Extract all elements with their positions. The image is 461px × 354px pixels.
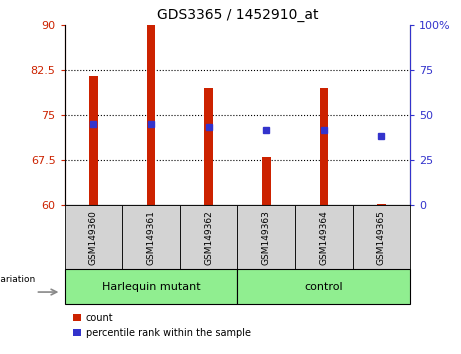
Text: GSM149360: GSM149360 xyxy=(89,210,98,265)
Text: control: control xyxy=(305,282,343,292)
Bar xyxy=(65,269,237,304)
Legend: count, percentile rank within the sample: count, percentile rank within the sample xyxy=(70,309,255,342)
Text: GSM149361: GSM149361 xyxy=(147,210,155,265)
Bar xyxy=(237,269,410,304)
Bar xyxy=(377,204,386,205)
Title: GDS3365 / 1452910_at: GDS3365 / 1452910_at xyxy=(157,8,318,22)
Text: GSM149365: GSM149365 xyxy=(377,210,386,265)
Bar xyxy=(262,157,271,205)
Text: genotype/variation: genotype/variation xyxy=(0,275,35,284)
Bar xyxy=(353,205,410,269)
Bar xyxy=(319,88,328,205)
Text: GSM149364: GSM149364 xyxy=(319,210,328,264)
Bar xyxy=(147,25,155,205)
Text: Harlequin mutant: Harlequin mutant xyxy=(102,282,200,292)
Bar xyxy=(180,205,237,269)
Bar xyxy=(204,88,213,205)
Text: GSM149362: GSM149362 xyxy=(204,210,213,264)
Bar xyxy=(122,205,180,269)
Bar xyxy=(237,205,295,269)
Bar xyxy=(89,76,98,205)
Bar xyxy=(65,205,122,269)
Bar xyxy=(295,205,353,269)
Text: GSM149363: GSM149363 xyxy=(262,210,271,265)
